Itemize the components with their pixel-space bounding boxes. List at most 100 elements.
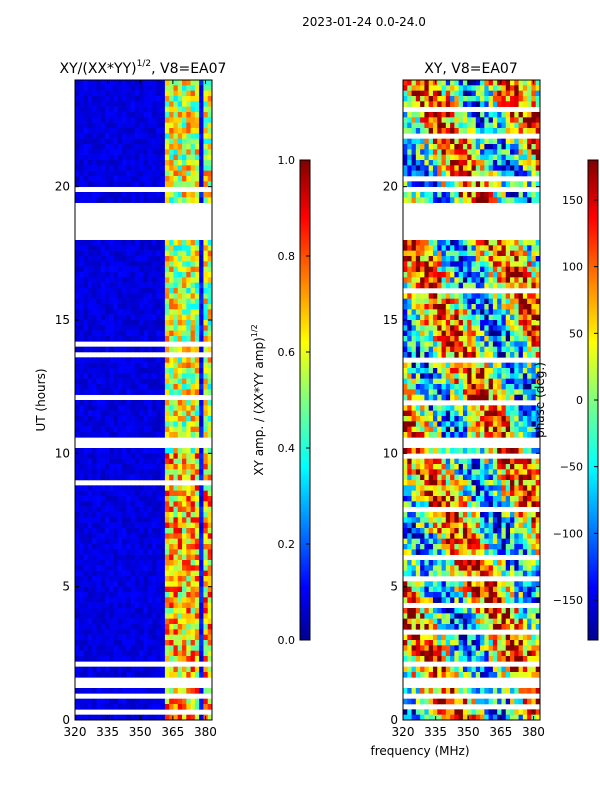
amp-heatmap-cell bbox=[104, 426, 110, 433]
amp-heatmap-cell bbox=[203, 592, 209, 598]
amp-heatmap-cell bbox=[207, 533, 212, 539]
phase-heatmap-cell bbox=[415, 325, 421, 331]
phase-heatmap-cell bbox=[407, 149, 412, 155]
amp-heatmap-cell bbox=[203, 106, 209, 113]
amp-heatmap-cell bbox=[177, 128, 183, 134]
phase-heatmap-cell bbox=[480, 245, 485, 251]
amplitude-colorbar: 0.00.20.40.60.81.0 XY amp. / (XX*YY amp)… bbox=[250, 154, 311, 647]
phase-heatmap-cell bbox=[514, 405, 519, 411]
amp-heatmap-cell bbox=[104, 645, 110, 651]
amp-heatmap-cell bbox=[203, 581, 209, 587]
amp-heatmap-cell bbox=[126, 304, 132, 310]
phase-heatmap-cell bbox=[475, 421, 481, 427]
amp-heatmap-cell bbox=[92, 426, 97, 433]
amp-heatmap-cell bbox=[92, 512, 97, 518]
amp-heatmap-cell bbox=[173, 170, 179, 177]
phase-heatmap-cell bbox=[527, 314, 532, 321]
phase-heatmap-cell bbox=[475, 192, 481, 198]
amp-heatmap-cell bbox=[190, 277, 196, 283]
amp-heatmap-cell bbox=[134, 384, 140, 390]
amp-heatmap-cell bbox=[143, 560, 149, 566]
amp-heatmap-cell bbox=[199, 325, 204, 331]
amp-heatmap-cell bbox=[164, 197, 170, 203]
phase-heatmap-cell bbox=[497, 389, 502, 395]
amp-heatmap-cell bbox=[139, 80, 144, 86]
phase-heatmap-cell bbox=[458, 240, 464, 246]
phase-heatmap-cell bbox=[501, 122, 507, 129]
phase-heatmap-cell bbox=[501, 416, 507, 422]
amp-heatmap-cell bbox=[130, 298, 136, 305]
phase-heatmap-cell bbox=[454, 352, 460, 358]
phase-heatmap-cell bbox=[510, 378, 515, 385]
amp-heatmap-cell bbox=[173, 154, 179, 161]
amp-heatmap-cell bbox=[117, 704, 123, 710]
amp-heatmap-cell bbox=[92, 314, 97, 321]
phase-heatmap-cell bbox=[527, 293, 532, 299]
amp-heatmap-cell bbox=[207, 400, 212, 406]
amp-heatmap-cell bbox=[194, 272, 200, 278]
amp-heatmap-cell bbox=[87, 288, 93, 294]
amp-heatmap-cell bbox=[109, 362, 114, 369]
amp-heatmap-cell bbox=[87, 330, 93, 337]
amp-heatmap-cell bbox=[104, 85, 110, 91]
phase-heatmap-cell bbox=[475, 96, 481, 102]
amp-heatmap-cell bbox=[207, 714, 212, 720]
amp-heatmap-cell bbox=[100, 426, 106, 433]
amp-heatmap-cell bbox=[207, 490, 212, 497]
amp-heatmap-cell bbox=[199, 378, 204, 385]
phase-heatmap-cell bbox=[501, 298, 507, 305]
amp-heatmap-cell bbox=[152, 106, 157, 113]
amp-heatmap-cell bbox=[117, 320, 123, 326]
amp-heatmap-cell bbox=[83, 277, 89, 283]
amp-heatmap-cell bbox=[169, 517, 174, 523]
amp-heatmap-cell bbox=[160, 106, 166, 113]
amp-heatmap-cell bbox=[186, 245, 191, 251]
amp-heatmap-cell bbox=[87, 325, 93, 331]
amp-heatmap-cell bbox=[207, 128, 212, 134]
phase-heatmap-cell bbox=[518, 426, 524, 433]
phase-heatmap-cell bbox=[403, 112, 408, 118]
amp-heatmap-cell bbox=[134, 544, 140, 550]
amp-heatmap-cell bbox=[113, 624, 119, 630]
amp-heatmap-cell bbox=[109, 384, 114, 390]
amp-heatmap-cell bbox=[104, 277, 110, 283]
amp-heatmap-cell bbox=[100, 90, 106, 97]
amp-heatmap-cell bbox=[169, 544, 174, 550]
phase-heatmap-cell bbox=[454, 410, 460, 417]
amp-heatmap-cell bbox=[100, 656, 106, 662]
phase-heatmap-cell bbox=[510, 96, 515, 102]
phase-heatmap-cell bbox=[510, 320, 515, 326]
phase-heatmap-cell bbox=[518, 293, 524, 299]
phase-heatmap-cell bbox=[407, 426, 412, 433]
amp-heatmap-cell bbox=[207, 624, 212, 630]
amp-heatmap-cell bbox=[100, 192, 106, 198]
phase-heatmap-cell bbox=[454, 245, 460, 251]
amp-heatmap-cell bbox=[117, 629, 123, 635]
phase-heatmap-cell bbox=[510, 90, 515, 97]
phase-heatmap-cell bbox=[437, 240, 442, 246]
amp-heatmap-cell bbox=[113, 85, 119, 91]
amp-colorbar-tick-label: 0.4 bbox=[278, 442, 296, 455]
amp-heatmap-cell bbox=[134, 496, 140, 502]
phase-heatmap-cell bbox=[531, 293, 537, 299]
amp-heatmap-cell bbox=[83, 149, 89, 155]
phase-heatmap-cell bbox=[424, 170, 430, 177]
amp-heatmap-cell bbox=[113, 250, 119, 257]
phase-heatmap-cell bbox=[462, 341, 468, 347]
phase-heatmap-cell bbox=[527, 378, 532, 385]
amp-heatmap-cell bbox=[194, 256, 200, 262]
amp-heatmap-cell bbox=[190, 272, 196, 278]
phase-heatmap-cell bbox=[492, 352, 498, 358]
phase-heatmap-cell bbox=[492, 96, 498, 102]
phase-heatmap-cell bbox=[475, 128, 481, 134]
amp-heatmap-cell bbox=[194, 432, 200, 438]
phase-heatmap-cell bbox=[484, 117, 490, 123]
amp-x-tick-label: 365 bbox=[161, 725, 184, 739]
amp-heatmap-cell bbox=[152, 688, 157, 694]
amp-heatmap-cell bbox=[152, 298, 157, 305]
phase-heatmap-cell bbox=[484, 261, 490, 267]
phase-heatmap-cell bbox=[445, 314, 451, 321]
phase-heatmap-cell bbox=[462, 298, 468, 305]
amp-heatmap-cell bbox=[87, 464, 93, 470]
amplitude-axes-frame bbox=[74, 79, 213, 721]
